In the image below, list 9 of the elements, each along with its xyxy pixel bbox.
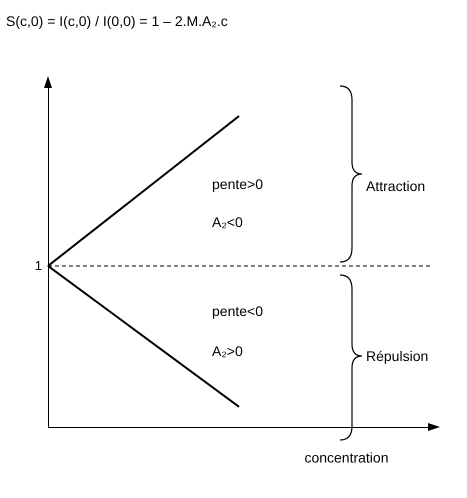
annotation: pente<0: [212, 303, 264, 319]
annotation: pente>0: [212, 176, 264, 192]
annotation: Attraction: [366, 178, 426, 194]
annotation: A₂<0: [212, 214, 243, 230]
x-axis-title: concentration: [304, 450, 388, 466]
annotation: A₂>0: [212, 343, 243, 359]
ref-line-label: 1: [34, 258, 42, 273]
chart-title: S(c,0) = I(c,0) / I(0,0) = 1 – 2.M.A₂.c: [6, 13, 228, 29]
annotation: Répulsion: [366, 348, 428, 364]
